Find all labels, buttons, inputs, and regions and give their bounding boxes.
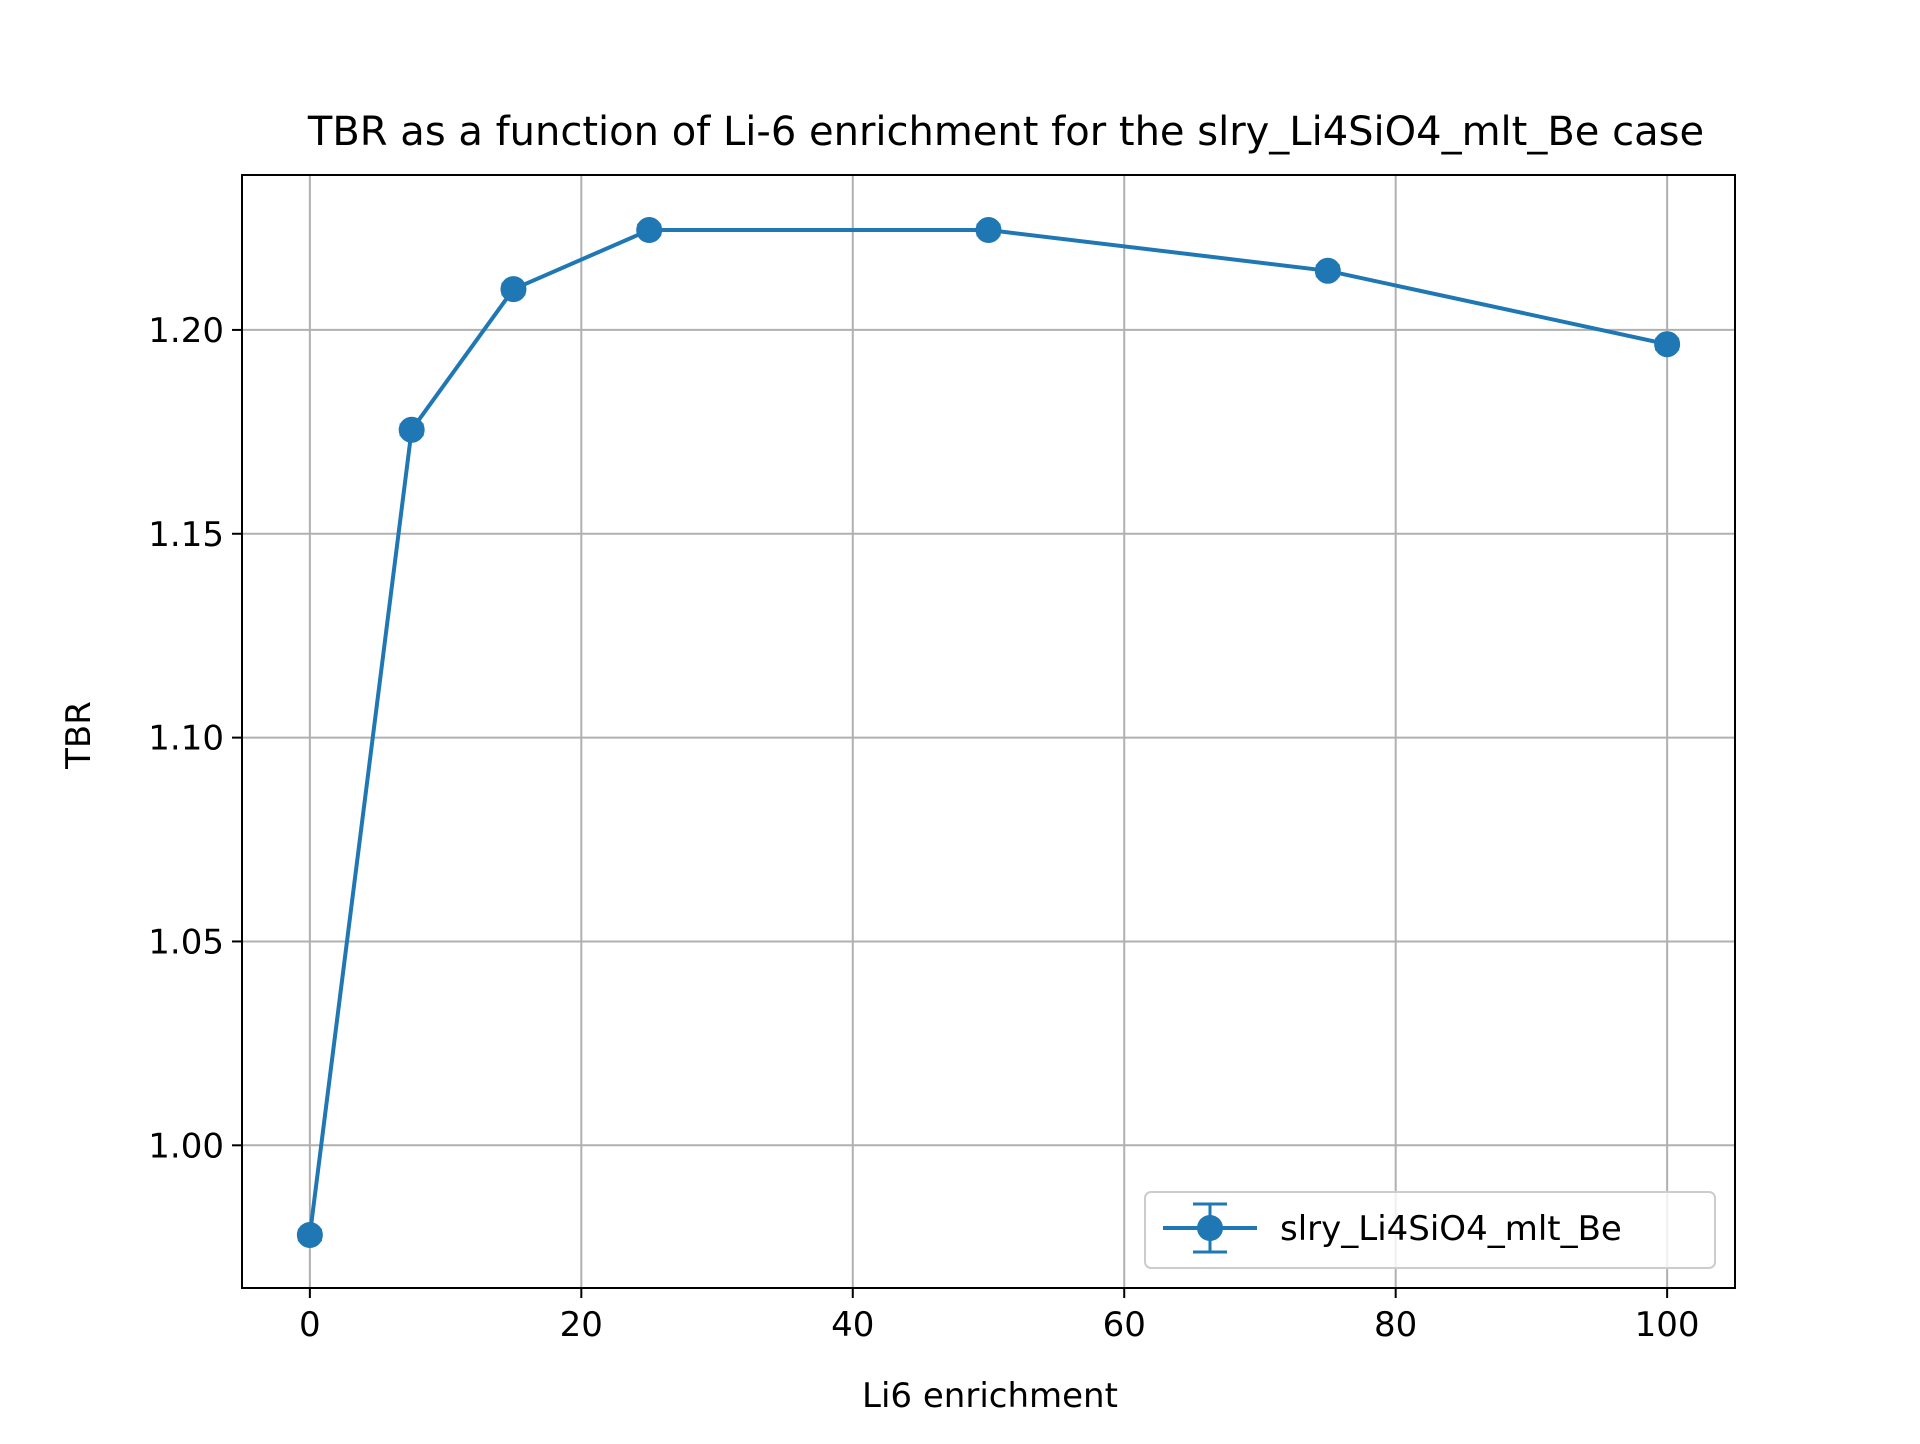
data-point — [1314, 257, 1341, 284]
x-tick-label: 60 — [1103, 1305, 1146, 1345]
legend-box — [1144, 1191, 1716, 1269]
x-tick-label: 0 — [299, 1305, 321, 1345]
grid — [242, 175, 1735, 1288]
data-point — [1654, 331, 1681, 358]
legend: slry_Li4SiO4_mlt_Be — [1144, 1191, 1716, 1269]
legend-point — [1197, 1215, 1223, 1241]
data-point — [398, 416, 425, 443]
axis-ticks: 0 20 40 60 80 100 1.00 1.05 1.10 1.15 1.20 — [148, 311, 1699, 1345]
series-layer — [296, 217, 1681, 1248]
x-tick-label: 40 — [831, 1305, 874, 1345]
legend-series-marker — [1163, 1202, 1257, 1254]
data-point — [500, 276, 527, 303]
x-tick-label: 80 — [1374, 1305, 1417, 1345]
y-tick-label: 1.20 — [148, 311, 224, 351]
chart-title: TBR as a function of Li-6 enrichment for… — [307, 109, 1704, 155]
y-tick-label: 1.10 — [148, 719, 224, 759]
y-axis-label: TBR — [59, 701, 99, 770]
data-point — [636, 217, 663, 244]
x-axis-label: Li6 enrichment — [862, 1376, 1118, 1416]
legend-series-label: slry_Li4SiO4_mlt_Be — [1280, 1209, 1622, 1249]
x-tick-label: 100 — [1635, 1305, 1700, 1345]
data-point — [296, 1222, 323, 1248]
y-tick-label: 1.05 — [148, 922, 224, 962]
plot-frame — [241, 174, 1736, 1289]
x-tick-label: 20 — [560, 1305, 603, 1345]
y-tick-label: 1.15 — [148, 515, 224, 555]
data-point — [975, 217, 1002, 244]
y-tick-label: 1.00 — [148, 1126, 224, 1166]
